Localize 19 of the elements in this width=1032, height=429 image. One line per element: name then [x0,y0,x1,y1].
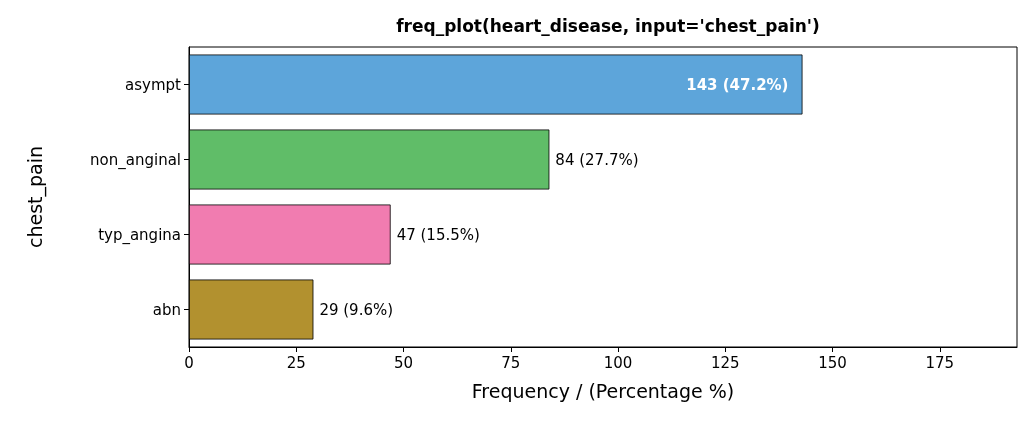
data-label: 143 (47.2%) [686,75,789,94]
y-tick-label: typ_angina [98,225,181,245]
y-tick-label: asympt [125,75,182,94]
x-tick-label: 150 [818,353,847,372]
chart-title: freq_plot(heart_disease, input='chest_pain') [396,15,820,36]
data-label: 47 (15.5%) [396,225,480,244]
y-axis-title: chest_pain [23,145,47,249]
x-tick-label: 125 [710,353,740,372]
x-axis-title: Frequency / (Percentage %) [471,379,735,402]
data-label: 84 (27.7%) [555,150,639,169]
x-tick-label: 175 [925,353,955,372]
x-tick-label: 25 [286,353,306,372]
x-tick-label: 0 [184,353,194,372]
x-tick-label: 100 [603,353,633,372]
y-tick-label: non_anginal [90,150,181,170]
x-tick-label: 50 [393,353,414,372]
x-tick-label: 75 [501,353,521,372]
y-tick-label: abn [152,300,181,319]
data-label: 29 (9.6%) [319,300,394,319]
